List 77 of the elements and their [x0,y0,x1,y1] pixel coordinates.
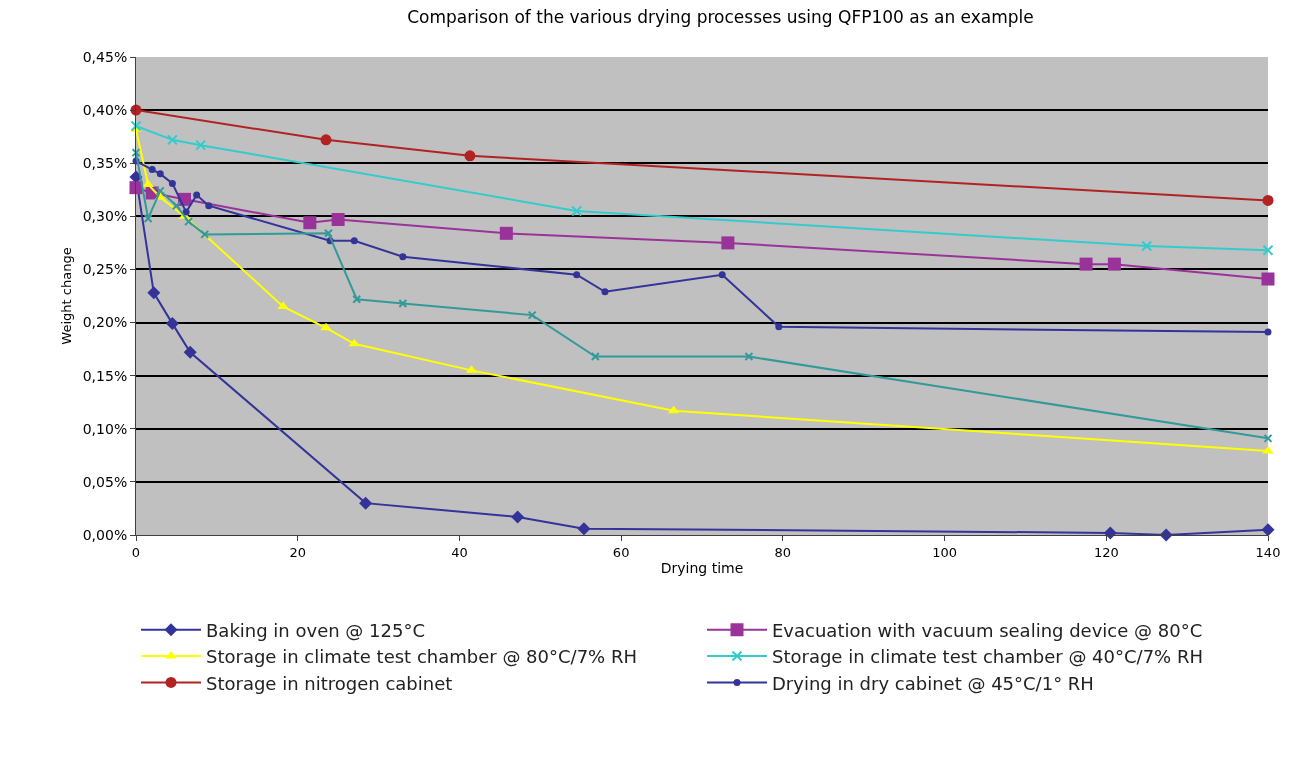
x-tick-label: 140 [1255,544,1281,560]
point [143,213,153,223]
point [464,150,476,162]
point [577,522,591,536]
point [1261,523,1275,537]
y-tick-label: 0,45% [82,48,128,65]
point [352,294,362,304]
x-tick-label: 120 [1093,544,1119,560]
point [1261,272,1275,286]
point [499,226,513,240]
y-tick-label: 0,25% [82,261,128,278]
x-tick-label: 20 [289,544,306,560]
point [744,352,754,362]
point [601,288,609,296]
point [131,148,141,158]
legend-label: Storage in climate test chamber @ 40°C/7% RH [772,646,1203,668]
point [156,170,164,178]
legend-label: Evacuation with vacuum sealing device @ 80°C [772,619,1203,641]
point [571,205,583,217]
point [165,317,179,331]
point [1107,257,1121,271]
y-tick-label: 0,35% [82,155,128,172]
point [1264,328,1272,336]
point [148,166,156,174]
point [1141,240,1153,252]
point [511,510,525,524]
y-tick-label: 0,10% [82,420,128,437]
point [155,186,165,196]
y-tick-label: 0,15% [82,367,128,384]
point [184,217,194,227]
point [205,202,213,210]
legend-label: Storage in nitrogen cabinet [206,672,453,694]
y-tick-label: 0,05% [82,473,128,490]
point [1262,194,1274,206]
point [1263,433,1273,443]
point [171,201,181,211]
point [1262,244,1274,256]
chart-title: Comparison of the various drying processes using QFP100 as an example [407,7,1034,28]
point [399,253,407,261]
y-tick-label: 0,20% [82,314,128,331]
point [573,271,581,279]
point [168,179,176,187]
y-tick-label: 0,40% [82,102,128,119]
legend-label: Baking in oven @ 125°C [206,619,426,641]
x-axis-title: Drying time [660,559,744,576]
point [718,271,726,279]
point [359,496,373,510]
point [350,237,358,245]
y-axis-title: Weight change [58,247,74,345]
x-tick-label: 60 [612,544,630,560]
y-tick-label: 0,30% [82,208,128,225]
point [721,236,735,250]
point [590,352,600,362]
point [147,286,161,300]
point [775,323,783,331]
y-tick-label: 0,00% [82,526,128,543]
point [277,301,289,310]
point [166,134,178,146]
x-tick-label: 80 [774,544,792,560]
x-tick-label: 0 [131,544,141,560]
point [1079,257,1093,271]
point [200,229,210,239]
point [193,191,201,199]
legend-label: Storage in climate test chamber @ 80°C/7% RH [206,646,637,668]
point [527,310,537,320]
point [195,139,207,151]
point [331,213,345,227]
point [182,208,190,216]
point [398,298,408,308]
x-tick-label: 100 [932,544,957,560]
x-tick-label: 40 [451,544,468,560]
point [183,345,197,359]
legend-label: Drying in dry cabinet @ 45°C/1° RH [772,672,1094,694]
point [323,228,333,238]
point [303,216,317,230]
point [320,134,332,146]
point [130,120,142,132]
